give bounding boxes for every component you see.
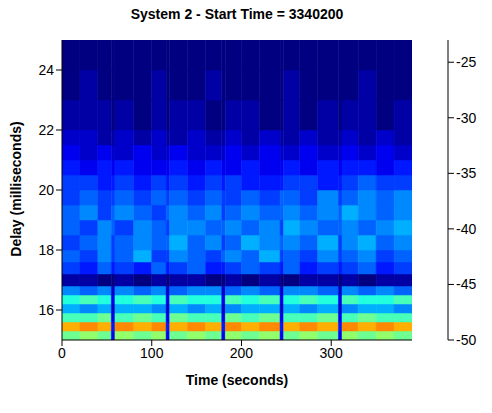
svg-text:24: 24 [38,62,54,78]
svg-text:-40: -40 [456,221,476,237]
svg-text:18: 18 [38,242,54,258]
svg-text:0: 0 [58,345,66,361]
svg-text:-25: -25 [456,54,476,70]
svg-text:-50: -50 [456,332,476,348]
svg-text:22: 22 [38,122,54,138]
svg-text:-30: -30 [456,110,476,126]
html-text:Delay (milliseconds): Delay (milliseconds) [8,121,24,257]
html-text:Time (seconds): Time (seconds) [185,372,289,388]
svg-text:-45: -45 [456,276,476,292]
svg-text:-35: -35 [456,165,476,181]
svg-text:300: 300 [320,345,344,361]
html-text:System 2 - Start Time = 334020: System 2 - Start Time = 3340200 [130,6,344,22]
svg-text:16: 16 [38,302,54,318]
svg-text:200: 200 [230,345,254,361]
svg-text:20: 20 [38,182,54,198]
svg-text:100: 100 [140,345,164,361]
